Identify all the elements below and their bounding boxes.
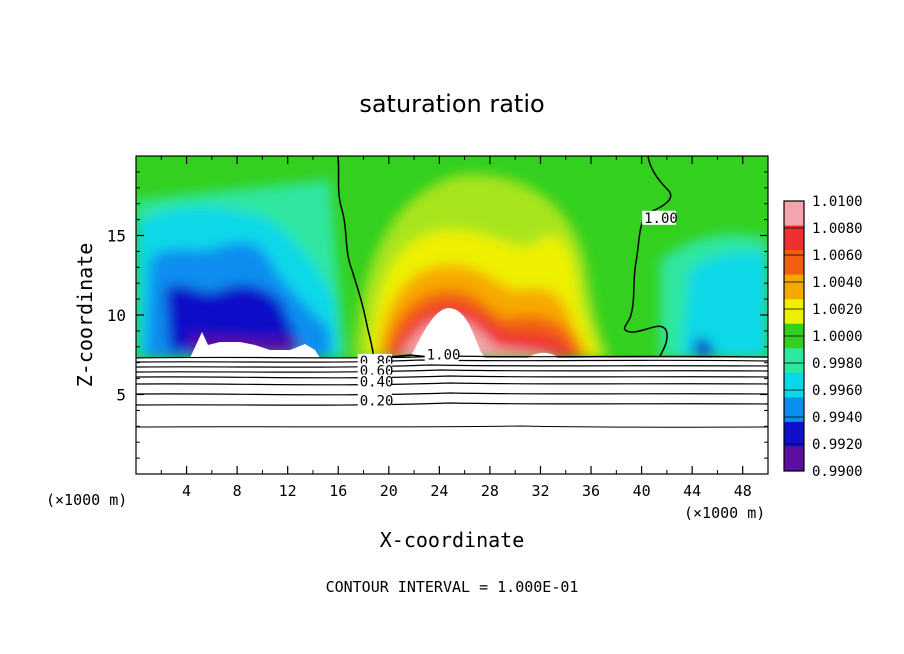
colorbar-label: 1.0100 [812,194,863,210]
colorbar-label: 1.0020 [812,302,863,318]
colorbar-band [784,446,804,472]
saturation-field [136,156,768,358]
colorbar-label: 0.9940 [812,410,863,426]
x-tick-label: 44 [683,482,701,500]
contour-label-bg [424,347,459,362]
contour-label: 0.20 [360,394,394,410]
chart-title: saturation ratio [359,90,544,118]
colorbar-band [784,299,804,325]
contour-lines [135,155,769,428]
contour-label: 1.00 [427,348,461,364]
colorbar-label: 1.0000 [812,329,863,345]
x-tick-label: 32 [531,482,549,500]
colorbar-band [784,250,804,276]
contour-label-bg [357,374,392,389]
contour-interval-footer: CONTOUR INTERVAL = 1.000E-01 [326,578,579,596]
contour-label-bg [642,210,677,225]
x-tick-label: 16 [329,482,347,500]
x-tick-label: 28 [481,482,499,500]
x-tick-label: 8 [233,482,242,500]
colorbar-label: 1.0040 [812,275,863,291]
x-unit-left: (×1000 m) [46,491,127,509]
y-tick-label: 10 [107,306,126,325]
x-tick-label: 4 [182,482,191,500]
x-unit-right: (×1000 m) [684,504,765,522]
colorbar-band [784,372,804,398]
colorbar-label: 1.0080 [812,221,863,237]
x-tick-label: 20 [380,482,398,500]
y-tick-label: 5 [116,386,126,405]
x-tick-label: 40 [633,482,651,500]
contour-label: 0.40 [360,375,394,391]
x-tick-label: 36 [582,482,600,500]
x-axis-label: X-coordinate [380,528,525,552]
y-axis-label: Z-coordinate [73,243,97,388]
colorbar: 1.0100 1.0080 1.0060 1.0040 1.0020 1.0000 0.99… [783,194,863,480]
colorbar-band [784,348,804,374]
colorbar-band [784,225,804,251]
colorbar-label: 0.9900 [812,464,863,480]
x-axis: 4 8 12 16 20 24 28 32 36 40 44 48 [160,156,752,500]
contour-labels: 1.001.000.800.600.400.20 [357,210,678,410]
x-tick-label: 12 [279,482,297,500]
colorbar-band [784,274,804,300]
colorbar-band [784,421,804,447]
x-tick-label: 48 [734,482,752,500]
colorbar-band [784,397,804,423]
colorbar-label: 0.9980 [812,356,863,372]
contour-label-bg [357,393,392,408]
x-tick-label: 24 [430,482,448,500]
colorbar-label: 0.9960 [812,383,863,399]
y-tick-label: 15 [107,227,126,246]
contour-label: 1.00 [644,211,678,227]
colorbar-label: 0.9920 [812,437,863,453]
contour-label-bg [357,363,392,378]
colorbar-label: 1.0060 [812,248,863,264]
y-axis: 5 10 15 [107,171,768,459]
colorbar-band [784,201,804,227]
